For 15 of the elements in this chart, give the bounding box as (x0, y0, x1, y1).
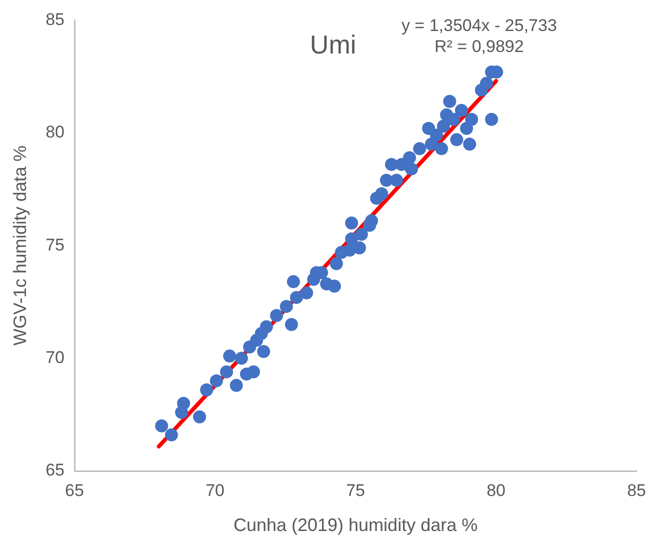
x-tick-label: 70 (206, 480, 224, 500)
x-tick-label: 75 (346, 480, 365, 500)
y-tick-label: 85 (46, 10, 65, 29)
y-tick-label: 65 (46, 460, 65, 480)
chart-title: Umi (310, 29, 356, 60)
y-tick-label: 80 (46, 122, 65, 142)
x-axis-title: Cunha (2019) humidity dara % (233, 515, 478, 536)
x-tick-label: 85 (627, 480, 646, 500)
y-axis-title: WGV-1c humidity data % (10, 146, 30, 346)
x-tick-label: 65 (65, 480, 84, 500)
annotation: y = 1,3504x - 25,733 (401, 16, 557, 35)
annotation: R² = 0,9892 (434, 36, 524, 56)
y-tick-label: 70 (46, 348, 65, 367)
y-tick-label: 75 (46, 235, 65, 254)
x-tick-label: 80 (486, 480, 506, 500)
